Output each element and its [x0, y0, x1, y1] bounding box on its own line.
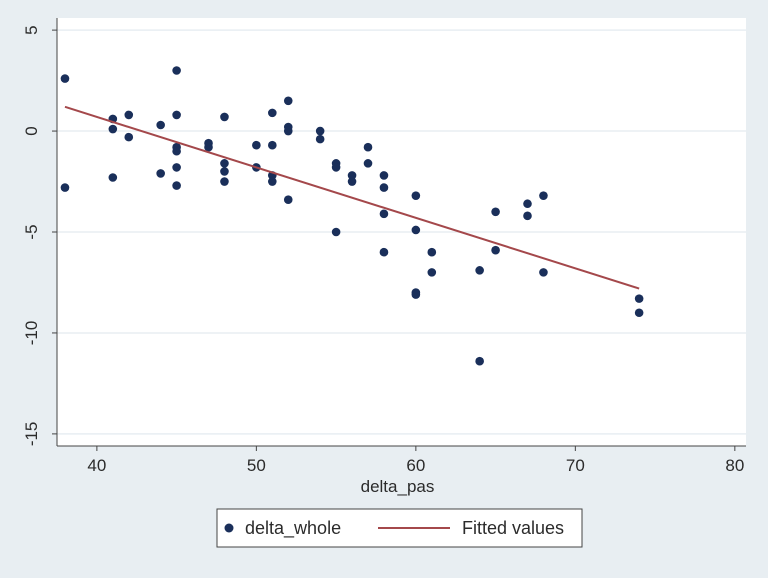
x-tick-label: 80 — [725, 456, 744, 475]
x-tick-label: 50 — [247, 456, 266, 475]
data-point — [491, 245, 500, 255]
y-tick-label: 0 — [22, 126, 41, 135]
x-axis-title: delta_pas — [361, 477, 435, 496]
data-point — [108, 124, 118, 134]
data-point — [108, 173, 118, 182]
data-point — [347, 177, 357, 186]
legend: delta_whole Fitted values — [216, 508, 583, 548]
data-point — [172, 110, 181, 120]
data-point — [427, 247, 437, 257]
data-point — [60, 183, 70, 192]
y-tick-label: -10 — [22, 321, 41, 346]
data-point — [634, 308, 644, 318]
data-point — [523, 199, 532, 209]
data-point — [475, 266, 484, 275]
data-point — [283, 96, 293, 106]
data-point — [220, 112, 229, 122]
data-point — [363, 159, 373, 168]
x-tick-label: 70 — [566, 456, 585, 475]
data-point — [475, 356, 484, 366]
data-point — [315, 134, 325, 144]
data-point — [379, 183, 389, 192]
legend-marker-delta-whole — [224, 523, 234, 533]
data-point — [220, 177, 229, 186]
data-point — [523, 211, 532, 221]
data-point — [331, 227, 341, 237]
data-point — [331, 163, 341, 172]
data-point — [172, 163, 181, 172]
data-point — [124, 110, 134, 120]
y-tick-label: -5 — [22, 224, 41, 239]
data-point — [172, 66, 181, 75]
data-point — [411, 290, 421, 299]
data-point — [539, 268, 548, 277]
legend-label-fitted-values: Fitted values — [462, 518, 564, 538]
x-tick-label: 60 — [406, 456, 425, 475]
x-tick-label: 40 — [87, 456, 106, 475]
data-point — [220, 159, 229, 168]
data-point — [60, 74, 70, 83]
data-point — [427, 268, 437, 277]
data-point — [347, 171, 357, 180]
data-point — [124, 132, 134, 142]
data-point — [491, 207, 500, 217]
data-point — [268, 140, 277, 150]
data-point — [268, 108, 277, 118]
points-layer — [60, 66, 644, 366]
data-point — [379, 209, 389, 219]
data-point — [539, 191, 548, 200]
data-point — [634, 294, 644, 303]
fitted-values-line — [64, 105, 640, 290]
data-point — [379, 171, 389, 180]
data-point — [411, 191, 421, 200]
y-tick-label: 5 — [22, 25, 41, 34]
legend-label-delta-whole: delta_whole — [245, 518, 341, 539]
data-point — [283, 195, 293, 204]
data-point — [204, 142, 213, 152]
data-point — [252, 140, 261, 150]
data-point — [220, 167, 229, 176]
data-point — [172, 181, 181, 190]
data-point — [315, 126, 325, 136]
data-point — [268, 177, 277, 186]
data-point — [283, 126, 293, 136]
data-point — [411, 225, 421, 235]
fit-line-layer — [64, 105, 640, 290]
y-tick-label: -15 — [22, 422, 41, 447]
data-point — [379, 247, 389, 257]
data-point — [156, 169, 165, 178]
data-point — [172, 146, 181, 156]
data-point — [363, 142, 373, 152]
grid-layer — [57, 29, 746, 435]
data-point — [156, 120, 165, 130]
